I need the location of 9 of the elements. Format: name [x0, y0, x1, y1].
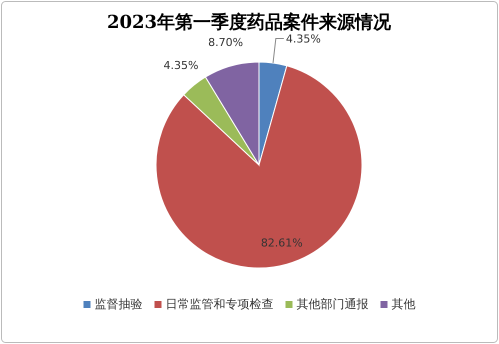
legend-label: 其他部门通报	[296, 297, 368, 311]
legend-label: 其他	[392, 297, 416, 311]
chart-title: 2023年第一季度药品案件来源情况	[106, 12, 392, 33]
legend-label: 日常监管和专项检查	[166, 297, 274, 311]
legend-label: 监督抽验	[94, 297, 142, 311]
data-label: 4.35%	[163, 59, 198, 72]
data-label: 4.35%	[286, 32, 321, 46]
data-label: 82.61%	[260, 236, 303, 250]
data-label: 8.70%	[208, 36, 244, 49]
